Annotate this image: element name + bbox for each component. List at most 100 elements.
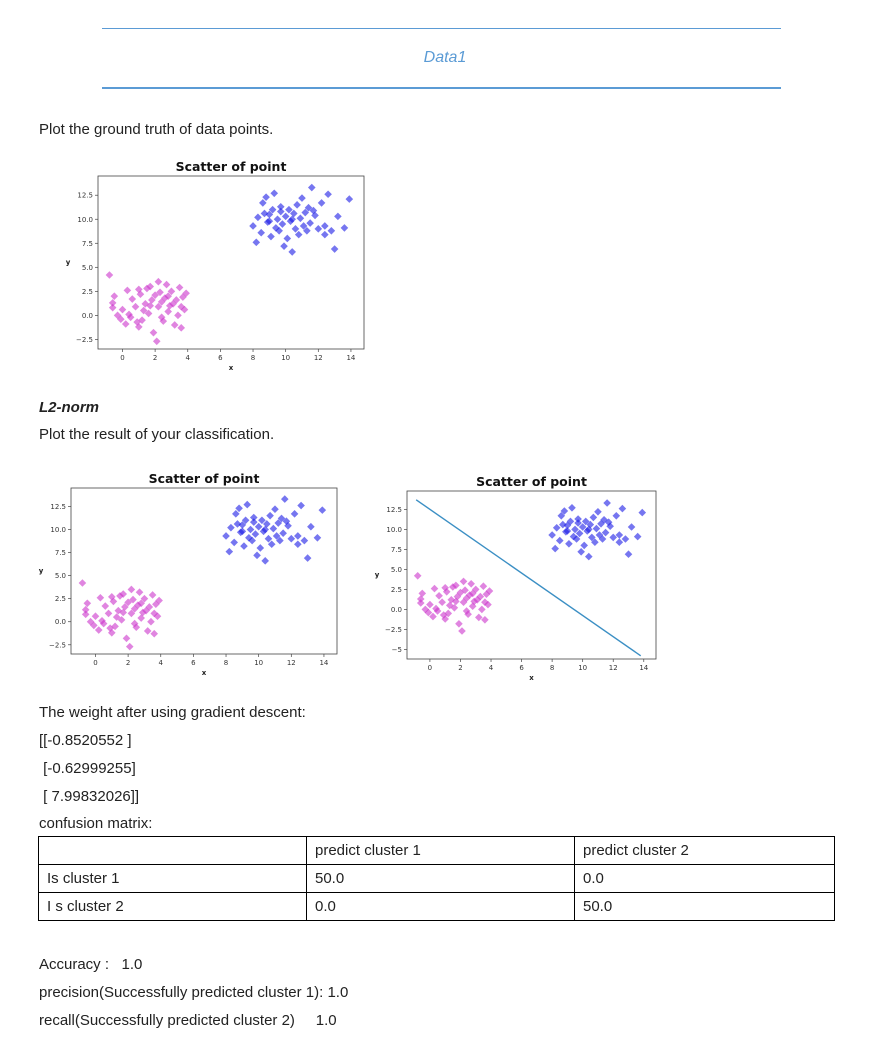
data-point <box>481 598 489 606</box>
data-point <box>294 230 303 239</box>
data-point <box>303 226 311 235</box>
data-point <box>290 510 299 518</box>
data-point <box>138 316 146 324</box>
data-point <box>565 540 573 548</box>
data-point <box>96 593 105 602</box>
data-point <box>175 283 184 292</box>
data-point <box>299 222 308 230</box>
data-point <box>152 337 161 346</box>
data-point <box>572 535 581 543</box>
y-tick-label: 12.5 <box>386 506 402 514</box>
data-point <box>252 238 261 247</box>
data-point <box>280 495 289 503</box>
classification-chart: Scatter of point 0 2 4 6 8 10 12 14 −2.5 0.0 2.5 5.0… <box>39 471 338 677</box>
data-point <box>470 597 479 606</box>
x-tick-label: 0 <box>120 354 124 362</box>
data-point <box>601 528 610 537</box>
data-point <box>282 517 291 525</box>
ground-truth-chart: Scatter of point 0 2 4 6 8 10 12 14 −2.5 0.0 2.5 5.0… <box>66 159 365 372</box>
data-point <box>114 606 123 615</box>
data-point <box>141 300 150 308</box>
data-point <box>276 536 284 545</box>
data-point <box>459 577 468 586</box>
data-point <box>167 287 176 296</box>
data-point <box>169 300 177 308</box>
data-point <box>225 547 234 556</box>
data-point <box>468 589 477 598</box>
data-point <box>638 508 647 517</box>
data-point <box>118 305 127 314</box>
data-point <box>609 533 618 542</box>
data-point <box>249 222 257 230</box>
table-header-cell: predict cluster 2 <box>574 836 835 865</box>
data-point <box>110 292 119 300</box>
data-point <box>597 520 605 528</box>
y-tick-label: 0.0 <box>82 312 93 320</box>
x-tick-label: 2 <box>153 354 157 362</box>
confusion-matrix-label: confusion matrix: <box>39 815 153 832</box>
y-axis-label: y <box>39 567 44 575</box>
data-point <box>441 584 449 592</box>
x-tick-label: 6 <box>218 354 223 362</box>
data-point <box>142 606 150 615</box>
x-tick-label: 6 <box>191 659 196 667</box>
y-axis-label: y <box>375 571 380 579</box>
x-tick-label: 0 <box>93 659 97 667</box>
data-point <box>280 242 288 250</box>
data-point <box>139 306 148 315</box>
decision-boundary-line <box>415 499 642 657</box>
chart-title: Scatter of point <box>149 471 260 486</box>
data-point <box>143 627 152 635</box>
data-point <box>285 205 293 214</box>
data-point <box>330 245 339 253</box>
data-point <box>306 219 314 227</box>
data-point <box>254 213 262 222</box>
data-point <box>134 285 143 294</box>
data-point <box>128 295 137 303</box>
y-tick-label: 0.0 <box>55 618 66 626</box>
data-point <box>123 286 132 295</box>
data-point <box>269 524 278 533</box>
y-tick-label: 2.5 <box>55 595 66 603</box>
y-tick-label: 5.0 <box>55 572 66 580</box>
data-point <box>164 292 172 300</box>
chart-title: Scatter of point <box>476 474 587 489</box>
data-point <box>278 220 287 228</box>
data-point <box>555 536 564 545</box>
data-point <box>238 521 247 529</box>
data-point <box>421 605 430 614</box>
data-point <box>90 621 98 630</box>
data-point <box>116 592 124 600</box>
result-intro-text: Plot the result of your classification. <box>39 426 275 443</box>
data-point <box>227 523 235 532</box>
y-tick-label: −2.5 <box>76 336 93 344</box>
data-point <box>604 518 613 526</box>
data-point <box>108 299 117 307</box>
x-tick-label: 10 <box>254 659 263 667</box>
data-point <box>222 532 230 540</box>
data-point <box>621 535 630 543</box>
y-tick-label: 0.0 <box>391 606 402 614</box>
data-point <box>474 613 483 622</box>
data-point <box>94 626 103 634</box>
data-point <box>162 280 171 289</box>
data-point <box>633 532 642 541</box>
data-point <box>106 624 114 632</box>
y-tick-label: 2.5 <box>82 288 93 296</box>
data-point <box>435 592 443 600</box>
data-point <box>268 205 277 214</box>
data-point <box>467 580 475 588</box>
y-tick-label: 5.0 <box>82 264 93 272</box>
data-point <box>130 619 139 628</box>
data-point <box>232 510 240 518</box>
data-point <box>177 302 186 311</box>
table-cell: 50.0 <box>574 892 835 921</box>
data-point <box>117 315 125 324</box>
data-point <box>150 629 159 638</box>
x-axis-label: x <box>529 674 534 682</box>
data-point <box>307 522 315 531</box>
data-point <box>276 202 285 211</box>
data-point <box>557 512 566 520</box>
data-point <box>81 610 90 619</box>
data-point <box>135 588 144 597</box>
